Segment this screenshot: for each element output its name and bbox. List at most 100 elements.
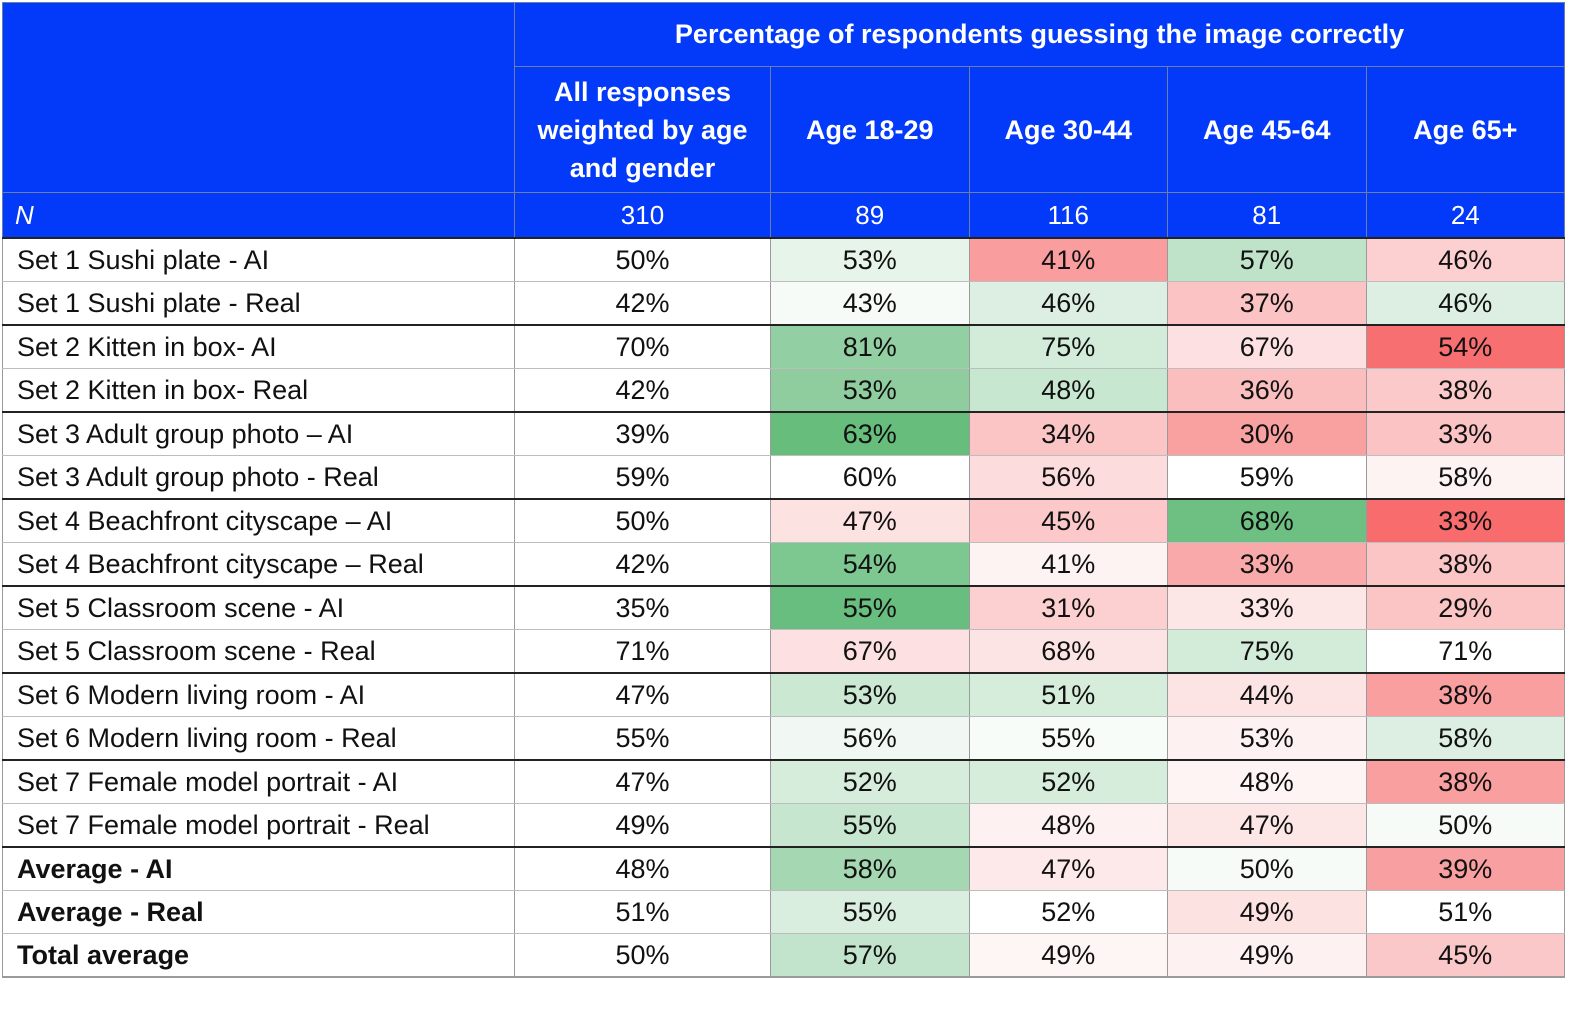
table-row: Set 3 Adult group photo - Real 59% 60% 56% 5… bbox=[2, 455, 1566, 500]
value-cell: 38% bbox=[1365, 672, 1566, 717]
value-cell: 53% bbox=[1167, 716, 1367, 761]
row-label: Set 7 Female model portrait - AI bbox=[2, 759, 515, 804]
value-cell: 37% bbox=[1167, 281, 1367, 326]
value-cell: 31% bbox=[968, 585, 1168, 630]
value-cell: 60% bbox=[770, 455, 970, 500]
value-cell: 48% bbox=[514, 846, 771, 891]
value-cell: 38% bbox=[1365, 542, 1566, 587]
table-row: Set 5 Classroom scene - AI 35% 55% 31% 33% 29… bbox=[2, 585, 1566, 630]
sample-size-row: N 310 89 116 81 24 bbox=[2, 192, 1566, 239]
value-cell: 49% bbox=[1167, 890, 1367, 934]
value-cell: 41% bbox=[968, 237, 1168, 282]
value-cell: 58% bbox=[1365, 455, 1566, 500]
column-header-age-45-64: Age 45-64 bbox=[1167, 66, 1367, 193]
table-row: Set 1 Sushi plate - Real 42% 43% 46% 37% 46% bbox=[2, 281, 1566, 326]
sample-size-cell: 310 bbox=[514, 192, 771, 239]
value-cell: 75% bbox=[968, 324, 1168, 369]
column-header-all-responses: All responses weighted by age and gender bbox=[514, 66, 771, 193]
header-corner-cell bbox=[2, 2, 515, 193]
value-cell: 51% bbox=[514, 890, 771, 934]
value-cell: 71% bbox=[1365, 629, 1566, 674]
table-row: Average - Real 51% 55% 52% 49% 51% bbox=[2, 890, 1566, 934]
value-cell: 46% bbox=[968, 281, 1168, 326]
table-row: Set 6 Modern living room - Real 55% 56% 55%… bbox=[2, 716, 1566, 761]
sample-size-cell: 89 bbox=[770, 192, 970, 239]
column-header-age-18-29: Age 18-29 bbox=[770, 66, 970, 193]
table-row: Set 6 Modern living room - AI 47% 53% 51% 44… bbox=[2, 672, 1566, 717]
value-cell: 55% bbox=[770, 585, 970, 630]
value-cell: 34% bbox=[968, 411, 1168, 456]
value-cell: 67% bbox=[770, 629, 970, 674]
row-label: Set 5 Classroom scene - AI bbox=[2, 585, 515, 630]
row-label: Average - Real bbox=[2, 890, 515, 934]
value-cell: 46% bbox=[1365, 237, 1566, 282]
table-row: Set 1 Sushi plate - AI 50% 53% 41% 57% 46% bbox=[2, 237, 1566, 282]
value-cell: 50% bbox=[1365, 803, 1566, 848]
value-cell: 50% bbox=[514, 498, 771, 543]
value-cell: 41% bbox=[968, 542, 1168, 587]
value-cell: 53% bbox=[770, 237, 970, 282]
value-cell: 53% bbox=[770, 672, 970, 717]
value-cell: 46% bbox=[1365, 281, 1566, 326]
value-cell: 33% bbox=[1167, 542, 1367, 587]
value-cell: 57% bbox=[1167, 237, 1367, 282]
value-cell: 52% bbox=[968, 759, 1168, 804]
table-row: Set 4 Beachfront cityscape – AI 50% 47% 45%… bbox=[2, 498, 1566, 543]
value-cell: 42% bbox=[514, 368, 771, 413]
value-cell: 53% bbox=[770, 368, 970, 413]
row-label: Total average bbox=[2, 933, 515, 978]
value-cell: 57% bbox=[770, 933, 970, 978]
value-cell: 47% bbox=[968, 846, 1168, 891]
table-row: Average - AI 48% 58% 47% 50% 39% bbox=[2, 846, 1566, 891]
row-label: Set 2 Kitten in box- Real bbox=[2, 368, 515, 413]
value-cell: 50% bbox=[514, 237, 771, 282]
value-cell: 30% bbox=[1167, 411, 1367, 456]
value-cell: 39% bbox=[514, 411, 771, 456]
table-row: Set 7 Female model portrait - AI 47% 52% 52… bbox=[2, 759, 1566, 804]
value-cell: 58% bbox=[1365, 716, 1566, 761]
value-cell: 51% bbox=[1365, 890, 1566, 934]
row-label: Set 5 Classroom scene - Real bbox=[2, 629, 515, 674]
column-header-age-30-44: Age 30-44 bbox=[968, 66, 1168, 193]
row-label: Set 4 Beachfront cityscape – Real bbox=[2, 542, 515, 587]
value-cell: 59% bbox=[514, 455, 771, 500]
value-cell: 50% bbox=[514, 933, 771, 978]
value-cell: 58% bbox=[770, 846, 970, 891]
row-label: Average - AI bbox=[2, 846, 515, 891]
value-cell: 48% bbox=[968, 803, 1168, 848]
table-row: Set 2 Kitten in box- Real 42% 53% 48% 36% 38% bbox=[2, 368, 1566, 413]
value-cell: 47% bbox=[514, 672, 771, 717]
value-cell: 47% bbox=[514, 759, 771, 804]
value-cell: 33% bbox=[1365, 498, 1566, 543]
value-cell: 59% bbox=[1167, 455, 1367, 500]
results-table: Percentage of respondents guessing the i… bbox=[2, 2, 1566, 978]
row-label: Set 6 Modern living room - AI bbox=[2, 672, 515, 717]
table-row: Set 3 Adult group photo – AI 39% 63% 34% 30%… bbox=[2, 411, 1566, 456]
sample-size-cell: 81 bbox=[1167, 192, 1367, 239]
value-cell: 55% bbox=[514, 716, 771, 761]
table-row: Set 2 Kitten in box- AI 70% 81% 75% 67% 54% bbox=[2, 324, 1566, 369]
header-row-columns: All responses weighted by age and gender… bbox=[3, 66, 1566, 193]
value-cell: 35% bbox=[514, 585, 771, 630]
sample-size-label: N bbox=[2, 192, 515, 239]
value-cell: 33% bbox=[1167, 585, 1367, 630]
sample-size-cell: 24 bbox=[1365, 192, 1566, 239]
value-cell: 39% bbox=[1365, 846, 1566, 891]
value-cell: 33% bbox=[1365, 411, 1566, 456]
value-cell: 48% bbox=[1167, 759, 1367, 804]
value-cell: 49% bbox=[514, 803, 771, 848]
value-cell: 70% bbox=[514, 324, 771, 369]
value-cell: 71% bbox=[514, 629, 771, 674]
value-cell: 56% bbox=[968, 455, 1168, 500]
column-header-age-65-plus: Age 65+ bbox=[1365, 66, 1566, 193]
value-cell: 68% bbox=[968, 629, 1168, 674]
row-label: Set 3 Adult group photo - Real bbox=[2, 455, 515, 500]
value-cell: 49% bbox=[1167, 933, 1367, 978]
value-cell: 52% bbox=[968, 890, 1168, 934]
value-cell: 29% bbox=[1365, 585, 1566, 630]
table-row: Set 7 Female model portrait - Real 49% 55%… bbox=[2, 803, 1566, 848]
value-cell: 38% bbox=[1365, 759, 1566, 804]
value-cell: 63% bbox=[770, 411, 970, 456]
table-title: Percentage of respondents guessing the i… bbox=[513, 2, 1566, 67]
value-cell: 55% bbox=[770, 803, 970, 848]
